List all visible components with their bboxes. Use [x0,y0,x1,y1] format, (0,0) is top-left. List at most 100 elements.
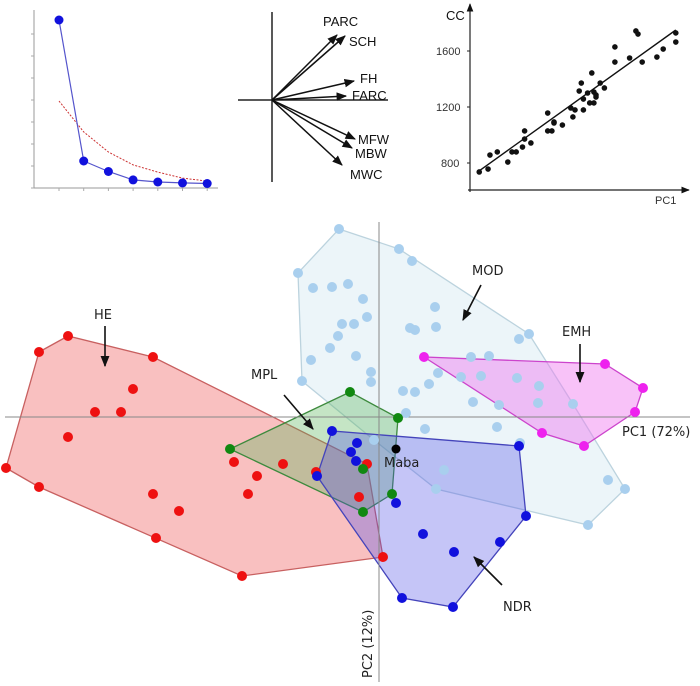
point-maba [391,444,401,454]
point-he [148,489,158,499]
loading-label: PARC [323,14,358,29]
point-mod [327,282,337,292]
point-ndr [391,498,401,508]
point-he [151,533,161,543]
cc-point [544,110,551,116]
loading-label: MFW [358,132,390,147]
cc-point [589,70,595,76]
point-ndr [495,537,505,547]
cc-point [568,105,574,111]
point-ndr [449,547,459,557]
eigenvalue-point [202,179,212,188]
point-mpl [358,507,368,517]
point-emh [638,383,648,393]
point-mod [512,373,522,383]
point-mod [297,376,307,386]
hull-ndr [316,430,527,608]
point-emh [630,407,640,417]
point-mod [369,435,379,445]
point-ndr [514,441,524,451]
point-mod [407,256,417,266]
pca-scatter: PC1 (72%) PC2 (12%) HE MPL MOD EMH NDR M… [1,222,690,682]
group-label-mpl: MPL [251,368,278,383]
point-he [148,352,158,362]
point-emh [600,359,610,369]
loading-arrow [271,79,356,101]
point-ndr [327,426,337,436]
point-mod [333,331,343,341]
cc-point [509,149,515,155]
eigenvalue-point [103,167,113,176]
cc-point [576,88,582,94]
loading-arrow [271,35,346,101]
point-he [243,489,253,499]
cc-point [476,169,483,175]
point-mod [468,397,478,407]
broken-stick-line [58,100,208,182]
cc-x-label: PC1 [655,195,676,207]
point-mod [433,368,443,378]
cc-point [660,46,666,52]
point-he [229,457,239,467]
loading-arrow [271,99,343,166]
point-he [116,407,126,417]
eigenvalue-point [178,178,187,188]
point-he [354,492,364,502]
point-he [90,407,100,417]
point-mod [603,475,613,485]
cc-point [578,80,585,86]
point-he [278,459,288,469]
group-label-mod: MOD [472,264,503,279]
cc-point [519,144,526,150]
point-mod [308,283,318,293]
cc-point [521,136,528,142]
pc1-axis-label: PC1 (72%) [622,425,690,440]
point-mod [325,343,335,353]
cc-point [487,152,493,158]
point-mod [351,351,361,361]
cc-point [572,107,578,113]
point-ndr [351,456,361,466]
cc-point [673,39,679,45]
point-he [63,331,73,341]
trend-line [477,29,677,172]
loading-arrow [271,34,338,101]
point-mpl [393,413,403,423]
point-ndr [397,593,407,603]
point-mod [583,520,593,530]
cc-point [626,55,633,61]
point-he [237,571,247,581]
point-emh [419,352,429,362]
point-he [1,463,11,473]
group-label-he: HE [94,308,112,323]
cc-point [559,122,566,128]
group-hulls [5,228,644,608]
loading-arrow [271,92,348,101]
cc-point [549,128,555,134]
point-mod [343,279,353,289]
loading-arrow [271,99,356,140]
cc-point [584,90,591,96]
point-mpl [358,464,368,474]
point-mod [410,387,420,397]
cc-point [505,159,511,165]
cc-point [635,31,641,37]
point-mod [358,294,368,304]
eigenvalue-point [54,15,64,25]
scree-plot [31,10,218,191]
cc-point [639,59,645,65]
loading-label: MBW [355,146,388,161]
point-he [34,482,44,492]
point-ndr [352,438,362,448]
point-he [252,471,262,481]
cc-point [528,140,534,146]
point-emh [537,428,547,438]
point-mod [534,381,544,391]
point-mod [306,355,316,365]
cc-point [612,59,618,65]
loading-arrow [271,99,353,149]
cc-point [580,96,587,102]
cc-point [544,128,551,134]
point-ndr [521,511,531,521]
